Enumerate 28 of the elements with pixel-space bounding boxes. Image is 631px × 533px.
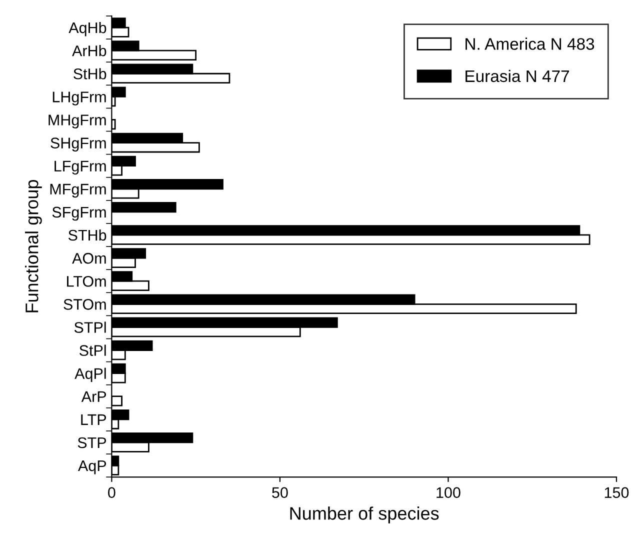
y-tick-label: ArP (81, 391, 106, 402)
y-tick-label: ArHb (72, 45, 106, 56)
y-tick-label: STP (78, 437, 106, 448)
y-tick-label: StHb (74, 68, 106, 80)
y-tick-label: AqPl (74, 368, 106, 382)
x-tick-label: 0 (108, 487, 116, 498)
x-tick-label: 150 (604, 487, 629, 498)
y-tick-label: STOm (64, 299, 106, 310)
x-axis-title: Number of species (290, 506, 439, 524)
legend-label: N. America N 483 (466, 38, 594, 50)
y-tick-label: LHgFrm (52, 92, 106, 106)
x-tick-label: 50 (272, 487, 288, 498)
y-tick-label: AqHb (68, 22, 106, 36)
y-tick-label: SFgFrm (52, 206, 106, 221)
y-tick-label: MFgFrm (50, 184, 106, 198)
legend-label: Eurasia N 477 (466, 70, 569, 82)
y-tick-label: STHb (68, 229, 106, 241)
y-axis-title: Functional group (25, 180, 42, 312)
x-tick-label: 100 (436, 487, 460, 498)
y-tick-label: MHgFrm (48, 114, 106, 128)
y-tick-label: AOm (72, 252, 106, 264)
y-tick-label: LFgFrm (54, 160, 106, 175)
y-tick-label: SHgFrm (50, 138, 106, 152)
y-tick-label: AqP (78, 460, 106, 474)
y-tick-label: LTOm (67, 276, 106, 287)
y-tick-label: LTP (81, 414, 106, 425)
y-tick-label: StPl (80, 344, 106, 356)
y-tick-label: STPl (74, 322, 106, 333)
